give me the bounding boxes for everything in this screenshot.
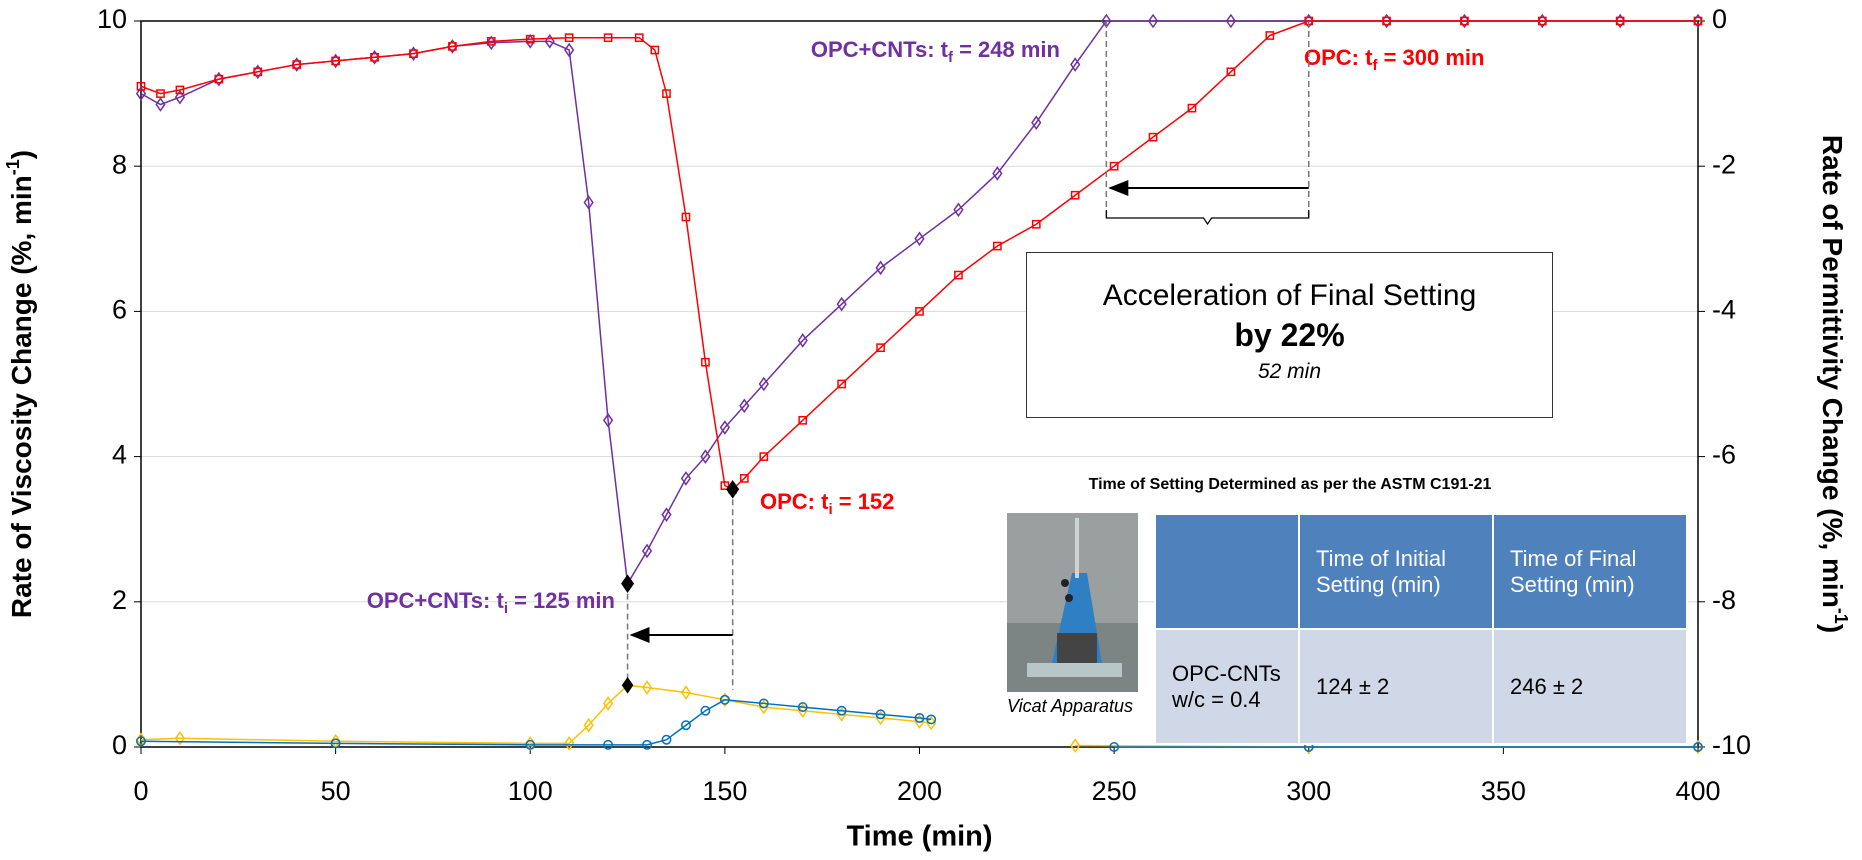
annotation-text: = 300 min	[1377, 45, 1484, 70]
table-header: Time of Initial Setting (min)	[1299, 514, 1493, 629]
y2-tick-label: -2	[1712, 149, 1736, 179]
inset-caption: Vicat Apparatus	[990, 696, 1150, 717]
annotation-text: OPC: t	[1304, 45, 1373, 70]
annotation-text: = 125 min	[508, 588, 615, 613]
callout-note: 52 min	[1027, 360, 1552, 384]
y2-tick-label: -6	[1712, 440, 1736, 470]
x-tick-label: 200	[897, 776, 942, 806]
axis-title-text: )	[1817, 624, 1848, 633]
y2-tick-label: -10	[1712, 730, 1751, 760]
annotation-text: = 152	[833, 489, 895, 514]
annotation-text: OPC: t	[760, 489, 829, 514]
y-tick-label: 10	[97, 4, 127, 34]
table-cell: 246 ± 2	[1493, 629, 1687, 744]
table-header: Time of Final Setting (min)	[1493, 514, 1687, 629]
x-tick-label: 100	[508, 776, 553, 806]
axis-title-text: )	[6, 150, 37, 159]
table-cell: 124 ± 2	[1299, 629, 1493, 744]
annotation: OPC: ti = 152	[760, 489, 894, 518]
x-tick-label: 50	[321, 776, 351, 806]
page: {"chart_data": { "type": "line", "x_labe…	[0, 0, 1862, 860]
annotation-text: OPC+CNTs: t	[367, 588, 505, 613]
axis-title-sup: -1	[1831, 608, 1851, 624]
x-tick-label: 300	[1286, 776, 1331, 806]
x-tick-label: 350	[1481, 776, 1526, 806]
callout-emphasis: by 22%	[1027, 317, 1552, 354]
apparatus-photo	[1007, 513, 1138, 692]
annotation-text: OPC+CNTs: t	[811, 37, 949, 62]
x-tick-label: 0	[133, 776, 148, 806]
y-tick-label: 4	[112, 440, 127, 470]
axis-title-text: Rate of Permittivity Change (%, min	[1817, 135, 1848, 608]
y-tick-label: 0	[112, 730, 127, 760]
x-axis-title: Time (min)	[846, 821, 992, 853]
annotation-text: = 248 min	[953, 37, 1060, 62]
table-cell: OPC-CNTs w/c = 0.4	[1155, 629, 1299, 744]
axis-title-sup: -1	[3, 159, 23, 175]
y2-tick-label: 0	[1712, 4, 1727, 34]
y-tick-label: 8	[112, 149, 127, 179]
y2-tick-label: -8	[1712, 585, 1736, 615]
callout-box: Acceleration of Final Setting by 22% 52 …	[1026, 252, 1553, 418]
y-tick-label: 2	[112, 585, 127, 615]
marker	[623, 678, 633, 692]
brace	[1106, 210, 1308, 224]
setting-table: Time of Initial Setting (min) Time of Fi…	[1154, 513, 1688, 745]
axis-title-text: Rate of Viscosity Change (%, min	[6, 175, 37, 618]
x-tick-label: 250	[1092, 776, 1137, 806]
y2-tick-label: -4	[1712, 295, 1736, 325]
annotation: OPC+CNTs: tf = 248 min	[811, 37, 1060, 66]
axis-title: Rate of Permittivity Change (%, min-1)	[1817, 135, 1852, 633]
annotation: OPC: tf = 300 min	[1304, 45, 1484, 74]
inset-title: Time of Setting Determined as per the AS…	[1040, 476, 1540, 494]
x-tick-label: 150	[702, 776, 747, 806]
x-tick-label: 400	[1675, 776, 1720, 806]
callout-title: Acceleration of Final Setting	[1027, 279, 1552, 313]
y-tick-label: 6	[112, 295, 127, 325]
annotation: OPC+CNTs: ti = 125 min	[367, 588, 615, 617]
axis-title: Rate of Viscosity Change (%, min-1)	[3, 150, 38, 618]
